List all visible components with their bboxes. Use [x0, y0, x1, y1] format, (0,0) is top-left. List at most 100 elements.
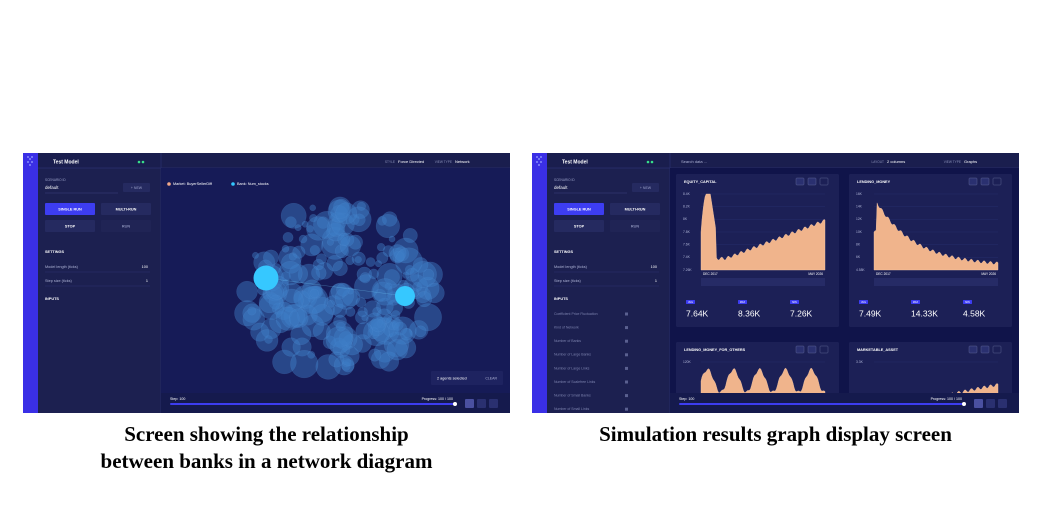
button[interactable] [610, 203, 660, 215]
network-node [382, 245, 395, 257]
panel-icon[interactable] [968, 177, 978, 186]
network-node [335, 202, 358, 225]
button-label: RUN [631, 225, 639, 229]
toolbar-value[interactable]: Graphs [964, 159, 977, 164]
network-node [321, 232, 349, 260]
button[interactable] [45, 220, 95, 232]
nav-button[interactable] [974, 399, 983, 408]
button[interactable] [101, 220, 151, 232]
nav-button[interactable] [477, 399, 486, 408]
network-node [341, 359, 355, 373]
toolbar-value[interactable]: Force Directed [398, 159, 424, 164]
network-node [357, 306, 368, 318]
x-label: DEC 2017 [876, 272, 891, 276]
button[interactable] [101, 203, 151, 215]
nav-button[interactable] [986, 399, 995, 408]
panel-icon[interactable] [807, 177, 817, 186]
clear-button[interactable]: CLEAR [485, 376, 497, 380]
network-node [275, 306, 300, 331]
network-node [369, 317, 395, 342]
network-node [332, 260, 348, 277]
network-node [383, 314, 392, 323]
setting-label: Step size (ticks) [554, 279, 582, 283]
network-node [328, 211, 348, 231]
network-node [375, 214, 400, 239]
network-node [311, 304, 334, 326]
new-button-label[interactable]: + NEW [640, 186, 652, 190]
logo-dot [540, 156, 542, 158]
figure-caption: between banks in a network diagram [101, 449, 433, 473]
network-node [400, 327, 413, 341]
panel-icon[interactable] [795, 345, 805, 354]
network-node [293, 285, 318, 309]
range-track [701, 278, 825, 286]
panel-icon[interactable] [795, 177, 805, 186]
progress-knob [962, 402, 966, 406]
network-node [383, 331, 410, 358]
network-node [339, 235, 361, 257]
nav-strip [532, 153, 547, 413]
nav-button[interactable] [998, 399, 1007, 408]
stat-value: 7.49K [859, 308, 882, 318]
legend-label: Bank: Num_stocks [237, 182, 269, 186]
network-node [376, 262, 403, 289]
toolbar-value[interactable]: 2 columns [887, 159, 905, 164]
nav-button[interactable] [489, 399, 498, 408]
button[interactable] [610, 220, 660, 232]
network-node [334, 286, 358, 310]
network-node [325, 326, 353, 354]
status-dot [137, 160, 141, 164]
button[interactable] [45, 203, 95, 215]
new-button-label[interactable]: + NEW [131, 186, 143, 190]
network-node [315, 354, 341, 380]
network-node [332, 340, 351, 358]
network-node [281, 244, 290, 253]
panel-icon[interactable] [980, 177, 990, 186]
y-tick-label: 7.6K [683, 243, 691, 247]
network-node [260, 318, 282, 340]
panel-icon[interactable] [819, 345, 829, 354]
network-node [333, 314, 347, 329]
network-node [326, 238, 334, 246]
stat-badge [738, 300, 747, 304]
network-node [402, 228, 418, 243]
y-tick-label: 12K [856, 217, 863, 221]
network-link [265, 277, 406, 297]
network-node [377, 216, 387, 226]
network-node [280, 202, 307, 229]
panel-icon[interactable] [807, 345, 817, 354]
network-node [269, 311, 292, 334]
network-node [414, 303, 442, 332]
toolbar-value[interactable]: Network [455, 159, 470, 164]
button[interactable] [554, 203, 604, 215]
network-node [393, 321, 408, 336]
y-tick-label: 8.4K [683, 192, 691, 196]
network-node [355, 310, 369, 325]
network-node [345, 306, 356, 317]
network-node [247, 306, 257, 316]
button[interactable] [554, 220, 604, 232]
selection-count: 2 agents selected [437, 377, 467, 381]
network-node [288, 264, 309, 284]
panel-icon[interactable] [992, 345, 1002, 354]
network-node [388, 316, 417, 345]
network-node [365, 257, 376, 267]
network-node [321, 226, 349, 254]
network-node [370, 349, 391, 369]
logo-dot [538, 158, 540, 160]
panel-icon[interactable] [819, 177, 829, 186]
graph-panel [676, 342, 839, 413]
network-node [313, 211, 341, 239]
network-node [329, 282, 355, 308]
panel-icon[interactable] [980, 345, 990, 354]
network-node [328, 351, 345, 368]
network-node [417, 261, 443, 288]
network-node [330, 283, 348, 300]
network-node [391, 310, 401, 320]
panel-icon[interactable] [968, 345, 978, 354]
step-label: Step: 100 [170, 397, 185, 401]
stat-value: 7.64K [686, 308, 709, 318]
nav-button[interactable] [465, 399, 474, 408]
panel-icon[interactable] [992, 177, 1002, 186]
logo-dot [27, 161, 29, 163]
